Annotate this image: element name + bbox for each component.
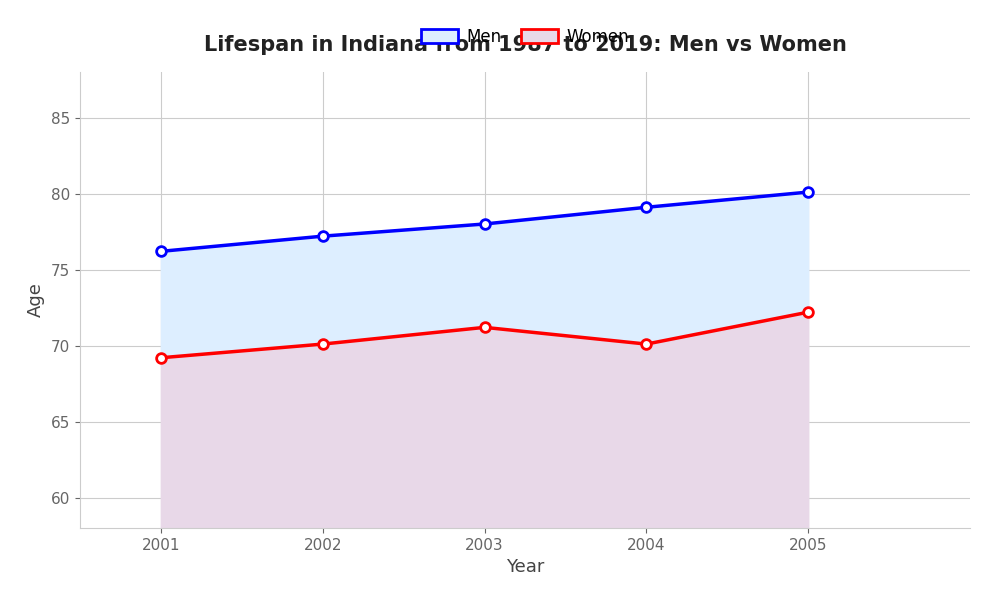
Y-axis label: Age: Age	[27, 283, 45, 317]
Legend: Men, Women: Men, Women	[414, 21, 636, 52]
Title: Lifespan in Indiana from 1987 to 2019: Men vs Women: Lifespan in Indiana from 1987 to 2019: M…	[204, 35, 846, 55]
X-axis label: Year: Year	[506, 558, 544, 576]
